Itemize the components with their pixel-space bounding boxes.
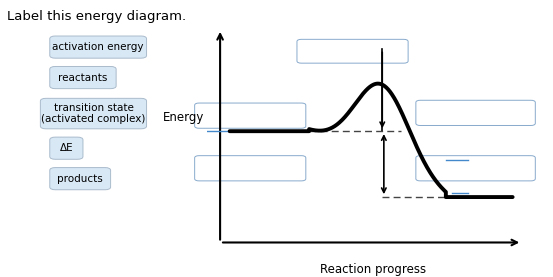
Text: Energy: Energy bbox=[163, 111, 204, 124]
FancyBboxPatch shape bbox=[50, 66, 116, 89]
Text: products: products bbox=[58, 174, 103, 184]
Text: activation energy: activation energy bbox=[53, 42, 144, 52]
FancyBboxPatch shape bbox=[40, 98, 147, 129]
Text: Reaction progress: Reaction progress bbox=[320, 263, 426, 276]
FancyBboxPatch shape bbox=[416, 100, 535, 125]
Text: Label this energy diagram.: Label this energy diagram. bbox=[7, 10, 186, 23]
FancyBboxPatch shape bbox=[195, 156, 306, 181]
FancyBboxPatch shape bbox=[50, 168, 111, 190]
FancyBboxPatch shape bbox=[50, 36, 147, 58]
FancyBboxPatch shape bbox=[50, 137, 83, 159]
Text: transition state
(activated complex): transition state (activated complex) bbox=[41, 103, 145, 124]
FancyBboxPatch shape bbox=[297, 39, 408, 63]
FancyBboxPatch shape bbox=[416, 156, 535, 181]
FancyBboxPatch shape bbox=[195, 103, 306, 128]
Text: reactants: reactants bbox=[58, 73, 108, 83]
Text: ΔE: ΔE bbox=[60, 143, 73, 153]
